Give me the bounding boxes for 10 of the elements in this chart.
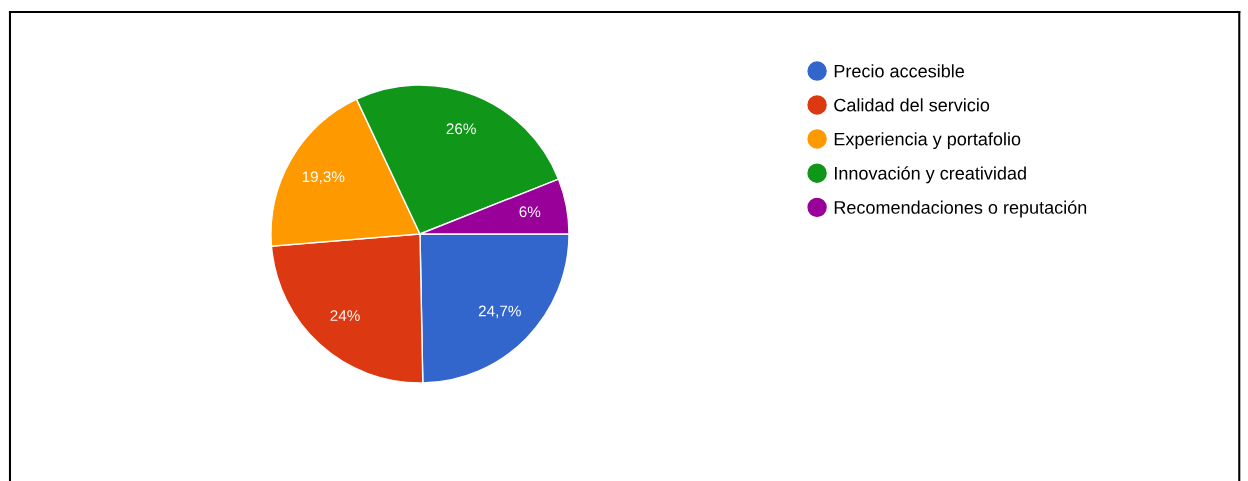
data-label: 26%: [446, 123, 476, 135]
legend-label: Recomendaciones o reputación: [834, 200, 1087, 218]
legend-label: Calidad del servicio: [834, 98, 990, 112]
legend-label: Innovación y creatividad: [835, 166, 1026, 184]
data-label: 19,3%: [302, 171, 345, 184]
legend-label: Experiencia y portafolio: [834, 132, 1021, 150]
data-label: 24%: [330, 310, 360, 321]
data-label: 24,7%: [478, 305, 521, 319]
legend-label: Precio accesible: [834, 64, 964, 78]
data-label: 6%: [519, 206, 541, 218]
